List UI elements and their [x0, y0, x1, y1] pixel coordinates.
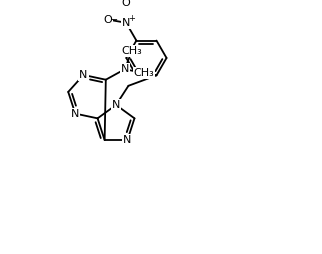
Text: N: N	[79, 70, 88, 80]
Text: N: N	[112, 100, 120, 110]
Text: +: +	[128, 14, 135, 23]
Text: N: N	[122, 18, 130, 28]
Text: N: N	[123, 135, 132, 145]
Text: O: O	[103, 14, 112, 25]
Text: N: N	[71, 109, 80, 119]
Text: CH₃: CH₃	[121, 46, 142, 56]
Text: N: N	[120, 64, 129, 74]
Text: −: −	[109, 14, 118, 25]
Text: CH₃: CH₃	[133, 68, 154, 78]
Text: O: O	[122, 0, 130, 8]
